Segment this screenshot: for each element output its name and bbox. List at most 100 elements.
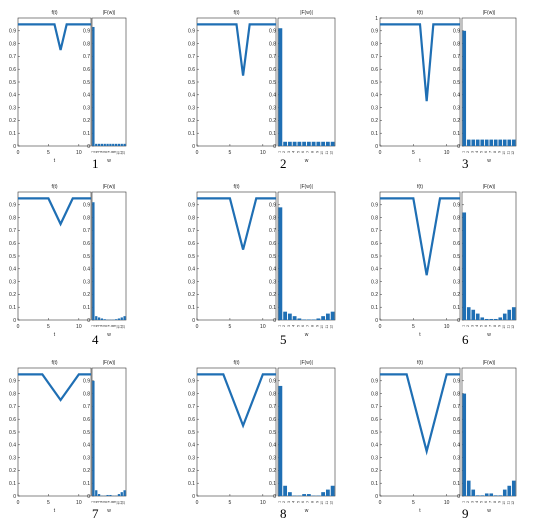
panel-9-spectrum-ytick-label: 0.4 [453, 443, 460, 449]
panel-3-spectrum-xtick-label: 12 [511, 151, 515, 155]
panel-4-spectrum-ytick-label: 0 [87, 318, 90, 324]
panel-4-spectrum-ytick-label: 0.3 [83, 279, 90, 285]
panel-1-spectrum-bar-5 [103, 143, 106, 146]
panel-3-signal-xtick-label: 5 [412, 150, 415, 156]
panel-3-spectrum-bar-1 [462, 30, 467, 146]
panel-7-spectrum-xtick-label: 1 [90, 501, 94, 503]
panel-2-spectrum-bar-2 [283, 141, 288, 146]
panel-9-spectrum-xtick-label: 8 [493, 501, 497, 503]
panel-3-spectrum-bar-7 [489, 139, 494, 146]
panel-7-spectrum-bar-3 [97, 494, 101, 496]
panel-9-signal-frame [379, 367, 461, 497]
panel-9-spectrum-xtick-label: 12 [511, 501, 515, 505]
panel-7-spectrum-bar-10 [117, 494, 121, 496]
panel-7-signal-ytick-label: 0.4 [9, 443, 16, 449]
panel-9-spectrum-xtick-label: 2 [466, 501, 470, 503]
panel-6-spectrum-ytick-label: 0.1 [453, 305, 460, 311]
panel-6-signal-ytick-label: 0.7 [371, 228, 378, 234]
panel-8-spectrum-ytick-label: 0.5 [269, 430, 276, 436]
panel-6-spectrum-bar-2 [466, 307, 471, 320]
panel-6-spectrum-xtick-label: 7 [488, 325, 492, 327]
panel-4-spectrum-xtick-label: 3 [96, 325, 100, 327]
panel-9-spectrum-ytick-label: 0.5 [453, 430, 460, 436]
panel-3-spectrum-ytick-label: 0.7 [453, 54, 460, 60]
panel-6-spectrum-xtick-label: 1 [461, 325, 465, 327]
panel-1-signal-ytick-label: 0.1 [9, 131, 16, 137]
panel-1-spectrum-bar-9 [114, 143, 118, 146]
panel-6-spectrum-xtick-label: 9 [497, 325, 501, 327]
panel-3-signal-frame [379, 17, 461, 147]
panel-9-spectrum-bar-4 [475, 495, 480, 496]
panel-6-spectrum-bar-9 [498, 317, 503, 320]
panel-5-signal-ytick-label: 0.5 [188, 254, 195, 260]
panel-7-spectrum-ytick-label: 0.9 [83, 379, 90, 385]
panel-9-spectrum-bar-9 [498, 495, 503, 496]
panel-8-spectrum-bar-3 [287, 492, 292, 496]
panel-9-signal-ytick-label: 0.6 [371, 417, 378, 423]
panel-2-spectrum-bar-5 [297, 141, 302, 146]
panel-1-spectrum-ytick-label: 0.8 [83, 41, 90, 47]
panel-6-spectrum-bar-10 [502, 313, 507, 320]
panel-9-spectrum-xtick-label: 3 [470, 501, 474, 503]
panel-2-signal-ytick-label: 0 [192, 144, 195, 150]
panel-4-spectrum-frame [91, 191, 127, 321]
panel-5-spectrum-ytick-label: 0 [273, 318, 276, 324]
panel-6-spectrum-bar-8 [493, 318, 498, 320]
panel-2-spectrum-xtick-label: 6 [301, 151, 305, 153]
panel-8-spectrum-xtick-label: 3 [287, 501, 291, 503]
panel-3-spectrum-bar-12 [511, 139, 516, 146]
panel-2-signal-ytick-label: 0.9 [188, 29, 195, 35]
panel-5-signal-line [197, 197, 276, 250]
panel-6-spectrum-ytick-label: 0 [457, 318, 460, 324]
panel-4-spectrum-xlabel: w [107, 332, 111, 338]
panel-2-spectrum-ytick-label: 0.5 [269, 80, 276, 86]
panel-4-spectrum-xtick-label: 12 [122, 325, 126, 329]
panel-1-signal-ytick-label: 0.8 [9, 41, 16, 47]
panel-4-signal-ytick-label: 0.5 [9, 254, 16, 260]
panel-1-signal-ytick-label: 0.9 [9, 29, 16, 35]
panel-7-spectrum-xtick-label: 2 [93, 501, 97, 503]
panel-9-spectrum-frame [461, 367, 517, 497]
panel-7-spectrum-ytick-label: 0.8 [83, 391, 90, 397]
panel-5-spectrum-xtick-label: 11 [325, 325, 329, 329]
panel-6-spectrum-bar-12 [511, 307, 516, 320]
panel-2-spectrum-xlabel: w [305, 158, 309, 164]
panel-2-signal-frame [196, 17, 277, 147]
panel-2-spectrum-xtick-label: 12 [330, 151, 334, 155]
panel-9-signal-ytick-label: 0.7 [371, 404, 378, 410]
panel-6-spectrum-bar-3 [471, 309, 476, 320]
panel-9-signal-xtick-label: 0 [379, 500, 382, 506]
panel-7-signal-ytick-label: 0.2 [9, 468, 16, 474]
panel-8-signal-ytick-label: 0.7 [188, 404, 195, 410]
panel-6-spectrum-xtick-label: 3 [470, 325, 474, 327]
panel-3-spectrum: |F(w)|00.10.20.30.40.50.60.70.80.9w1 2 3 4 5… [453, 10, 517, 164]
panel-3-spectrum-ytick-label: 0.5 [453, 80, 460, 86]
panel-1-spectrum-bar-4 [100, 143, 104, 146]
panel-1-spectrum-bar-11 [120, 143, 123, 146]
panel-8-signal-ytick-label: 0.8 [188, 391, 195, 397]
panel-1-spectrum-bar-6 [106, 143, 109, 146]
panel-9-spectrum-bar-11 [507, 485, 512, 496]
panel-2-spectrum-ytick-label: 0 [273, 144, 276, 150]
panel-7-signal-title: f(t) [51, 360, 57, 366]
panel-4-spectrum-xtick-label: 9 [113, 325, 117, 327]
panel-3-spectrum-xtick-label: 6 [484, 151, 488, 153]
panel-5-spectrum-xtick-label: 5 [296, 325, 300, 327]
panel-3-spectrum-ytick-label: 0.3 [453, 105, 460, 111]
panel-8-spectrum-xtick-label: 2 [282, 501, 286, 503]
panel-8-signal-xtick-label: 5 [229, 500, 232, 506]
panel-3-spectrum-bar-10 [502, 139, 507, 146]
panel-7-spectrum-ytick-label: 0.6 [83, 417, 90, 423]
panel-7-spectrum: |F(w)|00.10.20.30.40.50.60.70.80.9w12345… [83, 360, 127, 514]
panel-2-signal-ytick-label: 0.8 [188, 41, 195, 47]
panel-1-spectrum-xtick-label: 8 [110, 151, 114, 153]
panel-1-signal: f(t)00.10.20.30.40.50.60.70.80.9t0 5 10 [9, 10, 92, 164]
panel-5-signal-xtick-label: 10 [260, 324, 266, 330]
panel-number-1: 1 [92, 156, 99, 171]
panel-8-spectrum-bar-1 [278, 385, 283, 496]
panel-8-spectrum-bar-2 [283, 485, 288, 496]
panel-6-signal-title: f(t) [417, 184, 423, 190]
panel-8-spectrum-xtick-label: 6 [301, 501, 305, 503]
panel-4-signal-ytick-label: 0.6 [9, 241, 16, 247]
panel-2-spectrum-ytick-label: 0.7 [269, 54, 276, 60]
